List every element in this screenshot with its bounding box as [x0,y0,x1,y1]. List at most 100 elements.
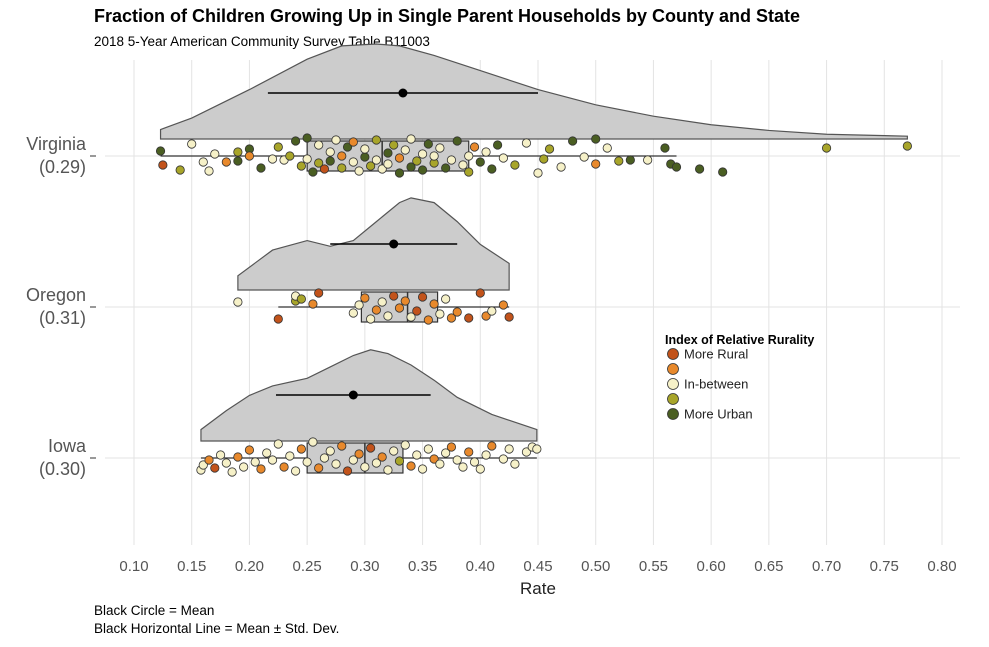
x-tick-label: 0.15 [177,558,206,575]
data-point [204,455,214,465]
data-point [175,165,185,175]
data-point [394,303,405,313]
data-point [302,133,312,143]
data-point [671,162,682,172]
data-point [544,144,555,154]
data-point [902,141,912,151]
data-point [354,449,364,459]
data-point [660,143,670,153]
x-tick-label: 0.30 [350,558,379,575]
data-point [250,457,260,467]
data-point [366,314,376,324]
data-point [435,309,445,319]
data-point [244,151,255,161]
data-point [360,144,370,154]
data-point [285,451,295,461]
x-tick-label: 0.80 [927,558,956,575]
data-point [244,445,255,455]
data-point [412,450,422,460]
data-point [406,134,416,144]
data-point [342,142,353,152]
data-point [210,463,220,473]
data-point [290,136,301,146]
data-point [319,453,330,463]
data-point [302,154,312,164]
caption-mean: Black Circle = Mean [94,603,215,618]
data-point [406,312,416,322]
data-point [331,459,341,469]
data-point [400,296,410,306]
x-tick-label: 0.60 [697,558,726,575]
data-point [694,164,705,174]
data-point [469,142,480,152]
density-cloud [159,43,908,140]
data-point [394,153,405,163]
data-point [233,452,243,462]
data-point [383,148,393,158]
data-point [510,459,520,469]
data-point [568,136,578,146]
data-point [296,161,306,171]
legend-label: More Urban [684,407,753,422]
data-point [498,454,508,464]
data-point [319,164,330,174]
data-point [325,156,335,166]
data-point [342,466,353,476]
data-point [441,294,451,304]
data-point [267,455,278,465]
data-point [469,457,480,467]
data-point [389,291,399,301]
x-tick-label: 0.40 [466,558,495,575]
data-point [602,143,612,153]
series-virginia: Virginia (0.29) [26,43,912,178]
data-point [481,311,491,321]
caption-sd: Black Horizontal Line = Mean ± Std. Dev. [94,621,340,636]
data-point [510,160,520,170]
x-tick-label: 0.25 [293,558,322,575]
data-point [337,441,347,451]
data-point [308,299,318,309]
data-point [337,151,347,161]
data-point [314,158,324,168]
data-point [360,462,370,472]
data-point [487,164,497,174]
data-point [267,154,278,164]
data-point [337,163,347,173]
data-point [718,167,728,177]
data-point [389,140,399,150]
data-point [371,305,381,315]
data-point [279,462,289,472]
data-point [591,134,601,144]
data-point [325,147,335,157]
data-point [429,151,439,161]
data-point [533,168,543,178]
state-label-name: Iowa [48,436,87,456]
data-point [446,155,457,165]
data-point [215,450,226,460]
data-point [290,466,301,476]
data-point [412,306,422,316]
data-point [158,160,168,170]
data-point [331,135,341,145]
x-tick-label: 0.55 [639,558,668,575]
data-point [273,314,283,324]
data-point [377,164,387,174]
data-point [371,135,381,145]
data-point [464,167,474,177]
x-tick-label: 0.20 [235,558,264,575]
data-point [308,167,318,177]
x-tick-label: 0.10 [119,558,148,575]
legend-swatch [667,363,679,375]
data-point [325,446,335,456]
data-point [406,461,416,471]
data-point [458,462,468,472]
data-point [423,139,433,149]
data-point [498,153,508,163]
data-point [458,160,468,170]
x-axis-title: Rate [520,579,556,598]
x-tick-label: 0.35 [408,558,437,575]
data-point [221,157,231,167]
data-point [348,137,358,147]
